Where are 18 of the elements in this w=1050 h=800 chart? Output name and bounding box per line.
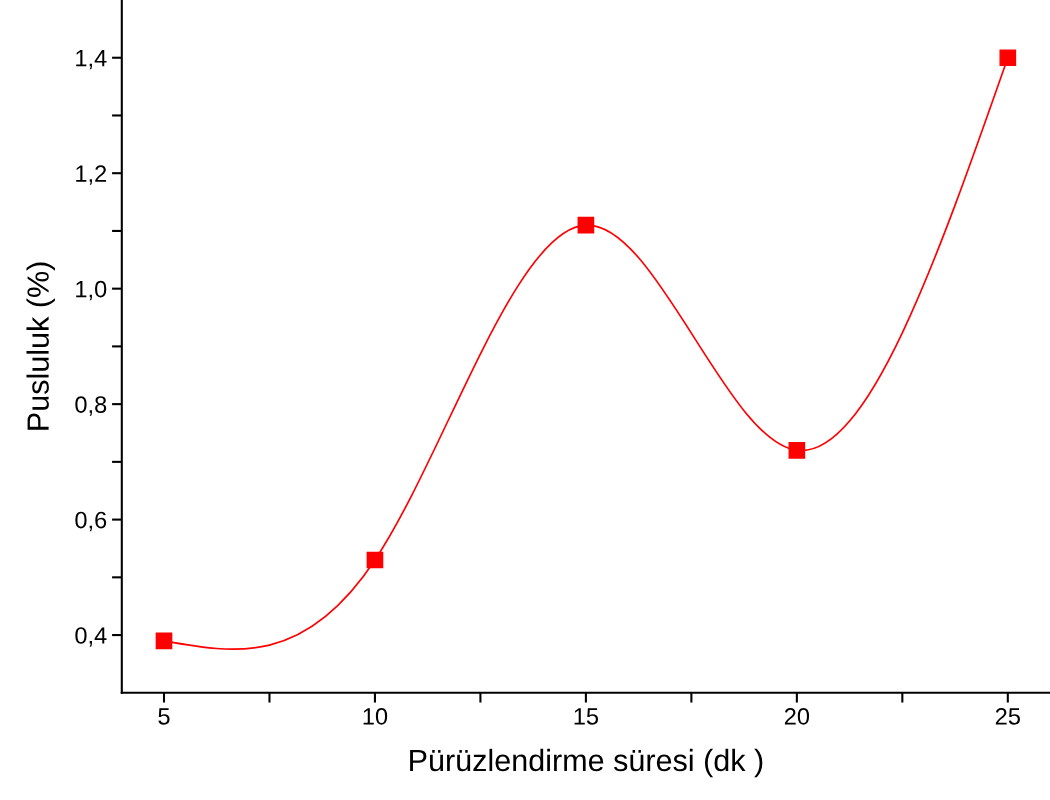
- x-tick-label: 10: [363, 708, 388, 725]
- y-tick-label: 0,6: [75, 511, 107, 532]
- y-tick-label: 1,2: [76, 165, 107, 185]
- y-tick-label: 0,4: [75, 627, 107, 647]
- x-tick-label: 15: [574, 708, 599, 725]
- point: [366, 551, 384, 569]
- y-tick-label: 1,0: [76, 280, 107, 301]
- point: [577, 216, 595, 234]
- x-tick-label: 5: [158, 708, 170, 725]
- y-tick-label: 1,4: [76, 50, 107, 70]
- point: [155, 632, 173, 650]
- x-tick-label: 25: [995, 708, 1020, 725]
- point: [788, 441, 806, 459]
- y-axis-title: Pusluluk (%): [26, 262, 55, 430]
- x-tick-label: 20: [784, 708, 810, 725]
- point: [999, 49, 1017, 67]
- y-tick-label: 0,8: [75, 396, 107, 416]
- x-axis-title: Pürüzlendirme süresi (dk ): [410, 748, 763, 778]
